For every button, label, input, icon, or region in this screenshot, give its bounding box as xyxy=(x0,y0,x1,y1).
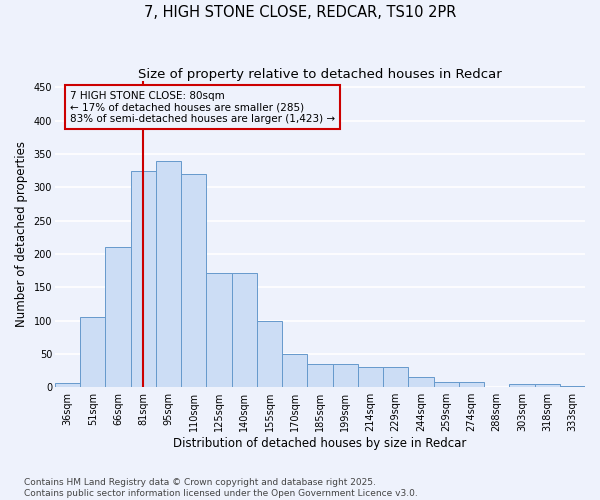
Bar xyxy=(206,272,232,387)
Bar xyxy=(560,386,585,387)
Bar xyxy=(232,272,257,387)
Bar xyxy=(459,382,484,387)
Bar xyxy=(257,320,282,387)
Text: Contains HM Land Registry data © Crown copyright and database right 2025.
Contai: Contains HM Land Registry data © Crown c… xyxy=(24,478,418,498)
Bar xyxy=(282,354,307,387)
Bar xyxy=(358,367,383,387)
Bar xyxy=(307,364,332,387)
Bar xyxy=(509,384,535,387)
Bar xyxy=(55,382,80,387)
Bar xyxy=(80,316,106,387)
Title: Size of property relative to detached houses in Redcar: Size of property relative to detached ho… xyxy=(138,68,502,80)
Bar xyxy=(156,160,181,387)
Bar xyxy=(106,247,131,387)
Y-axis label: Number of detached properties: Number of detached properties xyxy=(15,141,28,327)
Bar xyxy=(332,364,358,387)
Bar xyxy=(181,174,206,387)
Bar xyxy=(131,170,156,387)
Text: 7, HIGH STONE CLOSE, REDCAR, TS10 2PR: 7, HIGH STONE CLOSE, REDCAR, TS10 2PR xyxy=(144,5,456,20)
Bar xyxy=(383,367,409,387)
Text: 7 HIGH STONE CLOSE: 80sqm
← 17% of detached houses are smaller (285)
83% of semi: 7 HIGH STONE CLOSE: 80sqm ← 17% of detac… xyxy=(70,90,335,124)
Bar xyxy=(434,382,459,387)
Bar xyxy=(409,376,434,387)
Bar xyxy=(535,384,560,387)
X-axis label: Distribution of detached houses by size in Redcar: Distribution of detached houses by size … xyxy=(173,437,467,450)
